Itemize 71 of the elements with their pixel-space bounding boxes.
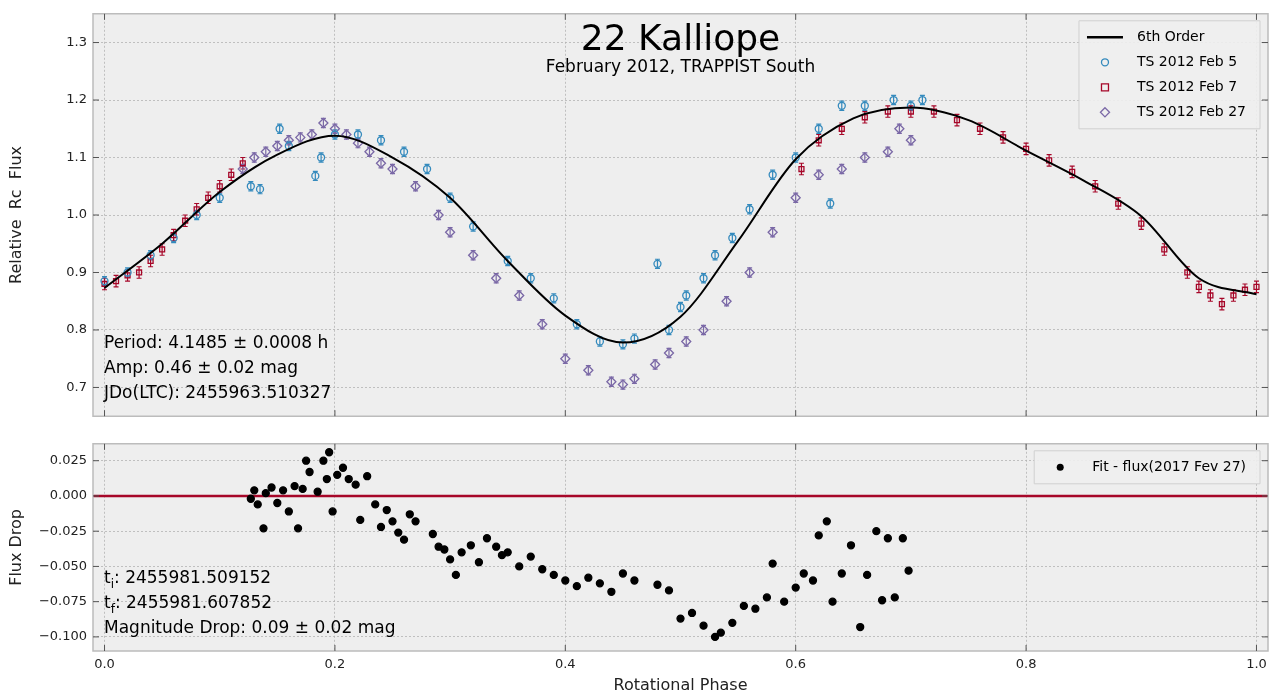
point xyxy=(884,108,891,115)
point xyxy=(1207,292,1214,299)
point xyxy=(1092,183,1099,190)
y-tick-label: 1.2 xyxy=(66,91,87,107)
point xyxy=(193,206,200,213)
annotation: Magnitude Drop: 0.09 ± 0.02 mag xyxy=(104,617,396,637)
x-tick-label: 0.0 xyxy=(94,656,115,672)
annotation: Period: 4.1485 ± 0.0008 h xyxy=(104,332,329,353)
legend-label: 6th Order xyxy=(1136,27,1205,44)
y-tick-label: −0.025 xyxy=(38,522,87,538)
point xyxy=(907,108,915,115)
y-tick-label: 0.000 xyxy=(49,487,87,503)
y-tick-label: −0.075 xyxy=(38,593,87,609)
legend-label: Fit - flux(2017 Fev 27) xyxy=(1092,457,1246,474)
point xyxy=(798,165,805,173)
x-tick-label: 0.6 xyxy=(785,656,807,672)
point xyxy=(1184,269,1191,276)
point xyxy=(101,280,108,288)
point xyxy=(815,137,822,144)
point xyxy=(182,217,189,224)
point xyxy=(861,114,868,121)
y-tick-label: 1.3 xyxy=(66,33,87,49)
point xyxy=(170,232,177,239)
point xyxy=(838,125,845,132)
point xyxy=(814,124,823,133)
x-tick-label: 1.0 xyxy=(1246,656,1267,672)
point xyxy=(124,272,131,279)
y-tick-label: 1.0 xyxy=(66,206,87,222)
point xyxy=(1115,200,1122,207)
point xyxy=(860,101,869,110)
y-tick-label: 0.9 xyxy=(66,263,87,279)
point xyxy=(999,134,1007,141)
x-tick-label: 0.4 xyxy=(554,656,576,672)
y-tick-label: 0.8 xyxy=(66,321,87,337)
point xyxy=(1069,168,1076,176)
point xyxy=(1230,292,1237,299)
chart-title: 22 Kalliope xyxy=(580,16,781,58)
point xyxy=(1241,286,1249,293)
point xyxy=(239,160,246,167)
point xyxy=(1195,283,1203,290)
y-tick-label: 1.1 xyxy=(66,148,87,164)
legend-label: TS 2012 Feb 5 xyxy=(1135,52,1238,69)
x-axis-title: Rotational Phase xyxy=(613,674,748,694)
y-axis-title: Flux Drop xyxy=(5,508,25,586)
point xyxy=(930,108,938,115)
y-tick-label: 0.025 xyxy=(49,452,87,468)
legend-label: TS 2012 Feb 7 xyxy=(1135,77,1238,94)
point xyxy=(953,117,961,124)
legend-label: TS 2012 Feb 27 xyxy=(1135,102,1247,119)
point xyxy=(976,125,984,132)
annotation: JDo(LTC): 2455963.510327 xyxy=(103,382,332,403)
point xyxy=(1138,220,1145,227)
point xyxy=(147,257,154,265)
x-tick-label: 0.8 xyxy=(1015,656,1037,672)
point xyxy=(1046,157,1053,164)
point xyxy=(135,269,143,276)
point xyxy=(205,194,212,201)
point xyxy=(1253,283,1260,290)
annotation: Amp: 0.46 ± 0.02 mag xyxy=(104,357,299,378)
y-axis-title: Relative Rc Flux xyxy=(5,145,25,285)
point xyxy=(158,246,166,253)
point xyxy=(1161,246,1168,253)
point xyxy=(1022,145,1030,153)
y-tick-label: 0.7 xyxy=(66,378,87,394)
point xyxy=(228,171,235,178)
y-tick-label: −0.100 xyxy=(38,628,87,644)
x-tick-label: 0.2 xyxy=(324,656,346,672)
point xyxy=(112,277,120,285)
point xyxy=(216,183,223,190)
y-tick-label: −0.050 xyxy=(38,557,87,573)
point xyxy=(1218,300,1226,308)
